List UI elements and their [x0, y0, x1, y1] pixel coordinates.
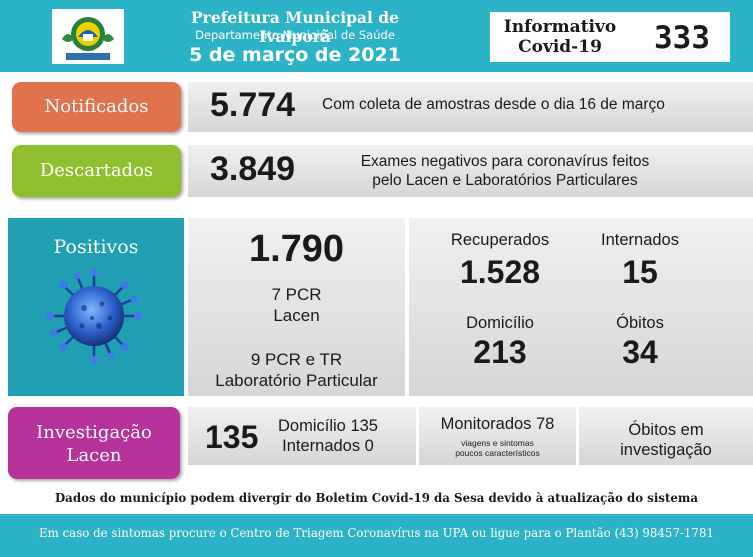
obitos-investigacao-line2: investigação — [620, 441, 712, 459]
domicilio-label: Domicílio — [466, 314, 534, 332]
notificados-description: Com coleta de amostras desde o dia 16 de… — [322, 96, 665, 113]
monitorados-value: Monitorados 78 — [440, 415, 555, 433]
org-title: Prefeitura Municipal de Ivaiporã — [191, 8, 399, 46]
descartados-label: Descartados — [12, 145, 181, 197]
bulletin-title-line2: Covid-19 — [518, 37, 602, 57]
monitorados-note-line2: poucos característicos — [455, 448, 540, 458]
descartados-value: 3.849 — [210, 150, 296, 188]
obitos-value: 34 — [622, 334, 658, 370]
investigacao-panel — [188, 407, 416, 465]
bulletin-number: 333 — [654, 20, 710, 56]
footer-contact: Em caso de sintomas procure o Centro de … — [39, 526, 714, 540]
investigacao-label-line2: Lacen — [66, 445, 122, 466]
obitos-investigacao-line1: Óbitos em — [628, 421, 704, 439]
notificados-value: 5.774 — [210, 86, 296, 124]
bulletin-title: Informativo Covid-19 — [490, 17, 630, 57]
notificados-panel — [188, 82, 753, 132]
internados-label: Internados — [601, 231, 679, 249]
bulletin-date: 5 de março de 2021 — [189, 44, 401, 66]
pcr-lacen-line2: Lacen — [273, 306, 320, 325]
city-coat-of-arms-icon — [52, 9, 124, 64]
pcr-laboratorio: 9 PCR e TR Laboratório Particular — [188, 349, 405, 391]
org-subtitle: Departamento Municipal de Saúde — [195, 28, 395, 42]
city-logo — [52, 9, 124, 64]
descartados-panel — [188, 145, 753, 197]
obitos-investigacao-panel — [579, 407, 753, 465]
footer-bar — [0, 514, 753, 557]
investigacao-label: Investigação Lacen — [8, 407, 180, 479]
internados-value: 15 — [622, 254, 658, 290]
recuperados-label: Recuperados — [450, 231, 550, 249]
descartados-description-line2: pelo Lacen e Laboratórios Particulares — [372, 172, 638, 189]
positivos-detail-panel — [409, 218, 753, 396]
pcr-lab-line2: Laboratório Particular — [215, 371, 378, 390]
positivos-label: Positivos — [53, 236, 139, 258]
positivos-total-panel — [188, 218, 405, 396]
obitos-investigacao: Óbitos em investigação — [579, 420, 753, 460]
bulletin-box — [490, 12, 730, 62]
obitos-label: Óbitos — [616, 314, 664, 332]
descartados-description: Exames negativos para coronavírus feitos… — [335, 152, 675, 190]
domicilio-value: 213 — [473, 334, 527, 370]
investigacao-domicilio: Domicílio 135 — [278, 417, 378, 435]
descartados-description-line1: Exames negativos para coronavírus feitos — [360, 153, 650, 170]
investigacao-label-line1: Investigação — [36, 422, 152, 443]
pcr-lab-line1: 9 PCR e TR — [250, 350, 343, 369]
investigacao-value: 135 — [205, 419, 259, 455]
virus-icon — [44, 266, 144, 366]
recuperados-value: 1.528 — [459, 254, 541, 290]
disclaimer: Dados do município podem divergir do Bol… — [54, 491, 699, 505]
monitorados-panel — [419, 407, 576, 465]
pcr-lacen: 7 PCR Lacen — [188, 284, 405, 326]
positivos-value: 1.790 — [248, 228, 345, 270]
bulletin-title-line1: Informativo — [503, 17, 617, 37]
monitorados-note: viagens e sintomas poucos característico… — [419, 438, 576, 458]
monitorados-note-line1: viagens e sintomas — [461, 438, 534, 448]
investigacao-breakdown: Domicílio 135 Internados 0 — [266, 416, 390, 456]
pcr-lacen-line1: 7 PCR — [271, 285, 322, 304]
investigacao-internados: Internados 0 — [282, 437, 374, 455]
notificados-label: Notificados — [12, 82, 181, 132]
